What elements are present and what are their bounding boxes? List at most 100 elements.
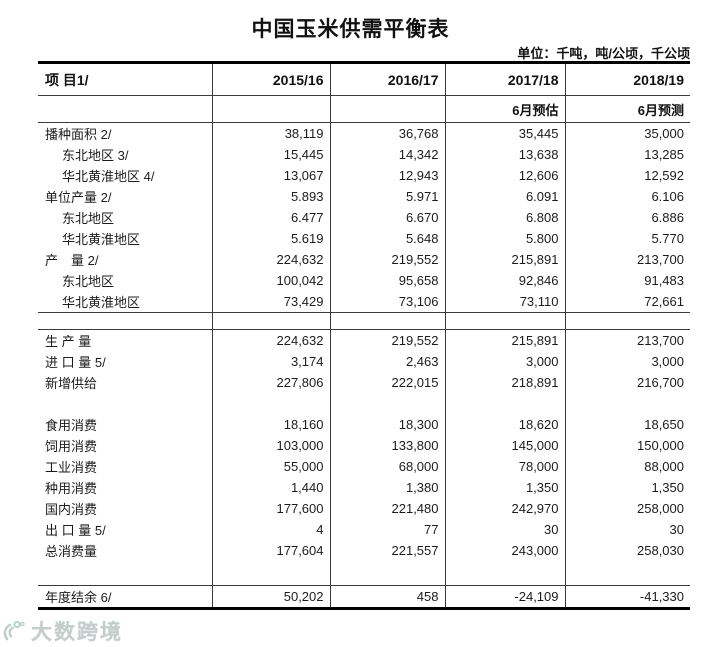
row-label: 工业消费 [38, 456, 213, 477]
cell-value: 103,000 [212, 435, 331, 456]
section-separator-row [38, 312, 690, 330]
row-label: 生 产 量 [38, 329, 213, 351]
subheader-june-estimate: 6月预估 [445, 95, 566, 123]
column-header-2018-19: 2018/19 [565, 62, 690, 96]
table-row: 总消费量 177,604 221,557 243,000 258,030 [38, 540, 690, 561]
table-row: 华北黄淮地区 4/13,067 12,943 12,606 12,592 [38, 165, 690, 186]
row-label: 播种面积 2/ [38, 122, 213, 144]
row-label: 年度结余 6/ [38, 585, 213, 609]
cell-value: 243,000 [445, 540, 566, 561]
cell-value: 73,106 [330, 291, 446, 313]
cell-value: 258,000 [637, 501, 684, 516]
cell-value: 1,350 [651, 480, 684, 495]
cell-value: 6.091 [445, 186, 566, 207]
row-label: 新增供给 [38, 372, 213, 393]
table-body: 播种面积 2/38,119 36,768 35,445 35,000 东北地区 3/15… [38, 122, 690, 609]
cell-value: 1,350 [445, 477, 566, 498]
column-header-2016-17: 2016/17 [330, 62, 446, 96]
column-header-2017-18: 2017/18 [445, 62, 566, 96]
balance-table: 项 目1/ 2015/16 2016/17 2017/18 2018/19 6月… [38, 61, 690, 610]
separator-cell [445, 393, 566, 414]
cell-value: 219,552 [330, 329, 446, 351]
cell-value: 213,700 [637, 252, 684, 267]
cell-value: 6.670 [330, 207, 446, 228]
cell-value: 12,943 [330, 165, 446, 186]
subheader-empty [330, 95, 446, 123]
cell-value: 35,000 [644, 126, 684, 141]
row-label: 单位产量 2/ [38, 186, 213, 207]
separator-cell [565, 393, 690, 414]
table-row: 产 量 2/224,632 219,552 215,891 213,700 [38, 249, 690, 270]
separator-cell [330, 393, 446, 414]
cell-value: 6.808 [445, 207, 566, 228]
cell-value: 5.893 [212, 186, 331, 207]
row-label: 饲用消费 [38, 435, 213, 456]
row-label: 总消费量 [38, 540, 213, 561]
cell-value: 2,463 [330, 351, 446, 372]
cell-value: 224,632 [212, 249, 331, 270]
cell-value: 73,429 [212, 291, 331, 313]
row-label: 华北黄淮地区 [38, 291, 213, 313]
cell-value: 13,067 [212, 165, 331, 186]
cell-value: 91,483 [644, 273, 684, 288]
cell-value: 5.648 [330, 228, 446, 249]
table-row: 东北地区 6.477 6.670 6.808 6.886 [38, 207, 690, 228]
cell-value: 458 [330, 585, 446, 609]
table-row: 种用消费 1,440 1,380 1,350 1,350 [38, 477, 690, 498]
table-row: 进 口 量 5/3,174 2,463 3,000 3,000 [38, 351, 690, 372]
cell-value: 68,000 [330, 456, 446, 477]
cell-value: 18,160 [212, 414, 331, 435]
cell-value: 88,000 [644, 459, 684, 474]
watermark-logo-icon [3, 621, 25, 641]
section-separator-row [38, 561, 690, 586]
row-label: 食用消费 [38, 414, 213, 435]
cell-value: 92,846 [445, 270, 566, 291]
separator-cell [330, 561, 446, 586]
cell-value: 6.886 [651, 210, 684, 225]
cell-value: 224,632 [212, 329, 331, 351]
cell-value: 213,700 [637, 333, 684, 348]
row-label: 出 口 量 5/ [38, 519, 213, 540]
cell-value: 77 [330, 519, 446, 540]
table-row: 国内消费 177,600 221,480 242,970 258,000 [38, 498, 690, 519]
cell-value: 18,300 [330, 414, 446, 435]
cell-value: 12,606 [445, 165, 566, 186]
separator-cell [565, 312, 690, 330]
cell-value: 133,800 [330, 435, 446, 456]
cell-value: 50,202 [212, 585, 331, 609]
cell-value: 3,000 [651, 354, 684, 369]
separator-cell [212, 393, 331, 414]
table-header-row: 项 目1/ 2015/16 2016/17 2017/18 2018/19 [38, 62, 690, 96]
separator-cell [330, 312, 446, 330]
cell-value: 150,000 [637, 438, 684, 453]
table-row: 饲用消费 103,000 133,800 145,000 150,000 [38, 435, 690, 456]
cell-value: 12,592 [644, 168, 684, 183]
cell-value: 13,285 [644, 147, 684, 162]
table-row: 工业消费 55,000 68,000 78,000 88,000 [38, 456, 690, 477]
cell-value: 78,000 [445, 456, 566, 477]
cell-value: 242,970 [445, 498, 566, 519]
cell-value: 177,604 [212, 540, 331, 561]
watermark-text: 大数跨境 [31, 621, 123, 644]
cell-value: 221,480 [330, 498, 446, 519]
column-header-item: 项 目1/ [38, 62, 213, 96]
cell-value: 13,638 [445, 144, 566, 165]
cell-value: 5.971 [330, 186, 446, 207]
cell-value: -41,330 [639, 589, 684, 604]
table-row: 播种面积 2/38,119 36,768 35,445 35,000 [38, 122, 690, 144]
row-label: 东北地区 3/ [38, 144, 213, 165]
separator-cell [38, 561, 213, 586]
row-label: 种用消费 [38, 477, 213, 498]
table-subheader-row: 6月预估 6月预测 [38, 95, 690, 123]
row-label: 东北地区 [38, 207, 213, 228]
cell-value: 35,445 [445, 122, 566, 144]
watermark: 大数跨境 [2, 616, 123, 646]
unit-note: 单位：千吨，吨/公顷，千公顷 [517, 46, 690, 61]
subheader-empty [212, 95, 331, 123]
separator-cell [565, 561, 690, 586]
cell-value: 222,015 [330, 372, 446, 393]
separator-cell [38, 393, 213, 414]
cell-value: 6.477 [212, 207, 331, 228]
separator-cell [445, 312, 566, 330]
cell-value: 30 [445, 519, 566, 540]
